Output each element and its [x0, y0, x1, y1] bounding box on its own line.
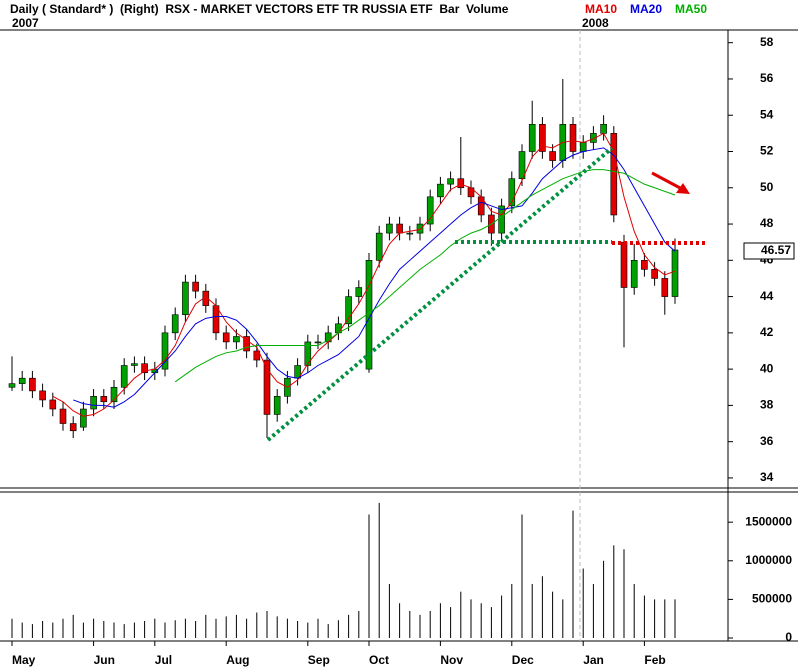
- candle-body: [161, 332, 169, 370]
- candle-body: [549, 151, 556, 161]
- chart-header: Daily ( Standard* ) (Right) RSX - MARKET…: [10, 2, 509, 16]
- candle-body: [253, 350, 261, 361]
- y-tick-label: 1500000: [745, 514, 792, 528]
- y-tick-label: 48: [760, 216, 774, 230]
- candle-body: [273, 396, 281, 415]
- y-tick-label: 1000000: [745, 553, 792, 567]
- y-tick-label: 0: [785, 630, 792, 644]
- candle-body: [457, 178, 465, 189]
- candle-body: [375, 232, 383, 261]
- y-tick-label: 56: [760, 71, 774, 85]
- y-tick-label: 50: [760, 180, 774, 194]
- candle-body: [426, 196, 434, 225]
- candle-body: [641, 260, 648, 270]
- candle-body: [579, 142, 587, 152]
- candle-body: [182, 281, 189, 316]
- y-tick-label: 52: [760, 144, 774, 158]
- candle-body: [222, 332, 230, 343]
- x-tick-label: Jan: [583, 653, 604, 667]
- candle-body: [90, 396, 97, 410]
- candle-body: [59, 408, 67, 424]
- legend-ma50: MA50: [675, 2, 707, 16]
- candle-body: [69, 423, 77, 432]
- candle-body: [447, 178, 454, 185]
- candle-body: [110, 386, 118, 403]
- candle-body: [630, 260, 638, 288]
- candle-body: [8, 383, 16, 388]
- y-tick-label: 36: [760, 434, 774, 448]
- y-tick-label: 42: [760, 325, 774, 339]
- candle-body: [233, 336, 240, 343]
- candle-body: [355, 287, 363, 297]
- y-tick-label: 40: [760, 361, 774, 375]
- candle-body: [590, 133, 597, 143]
- candle-body: [314, 341, 322, 344]
- y-tick-label: 44: [760, 289, 774, 303]
- ma-line: [52, 132, 676, 417]
- candle-body: [100, 396, 108, 403]
- x-tick-label: Nov: [440, 653, 463, 667]
- ma-line: [174, 169, 676, 383]
- candle-body: [80, 408, 87, 428]
- candle-body: [539, 124, 546, 152]
- candle-body: [192, 281, 199, 292]
- candle-body: [437, 183, 444, 198]
- candle-body: [141, 363, 148, 374]
- candle-body: [661, 278, 669, 297]
- candle-body: [263, 359, 271, 415]
- y-tick-label: 38: [760, 398, 774, 412]
- candle-body: [304, 341, 312, 366]
- last-price-box: [743, 242, 795, 260]
- candle-body: [18, 377, 26, 384]
- y-tick-label: 54: [760, 107, 774, 121]
- year-label: 2007: [12, 16, 39, 30]
- candle-body: [518, 151, 526, 180]
- candle-body: [386, 223, 393, 234]
- candle-body: [651, 269, 658, 279]
- x-tick-label: Jun: [94, 653, 115, 667]
- candle-body: [416, 223, 424, 234]
- year-label: 2008: [582, 16, 609, 30]
- y-tick-label: 34: [760, 470, 774, 484]
- candle-body: [600, 124, 607, 134]
- x-tick-label: Feb: [644, 653, 665, 667]
- candle-body: [528, 124, 536, 152]
- candle-body: [29, 377, 36, 392]
- candle-body: [49, 399, 57, 410]
- candle-body: [396, 223, 403, 234]
- candle-body: [406, 232, 414, 235]
- arrow: [651, 171, 683, 191]
- x-tick-label: May: [12, 653, 36, 667]
- candle-body: [131, 363, 138, 366]
- legend-ma20: MA20: [630, 2, 662, 16]
- candle-body: [569, 124, 577, 152]
- x-tick-label: Jul: [155, 653, 172, 667]
- last-price-label: 46.57: [761, 243, 791, 257]
- candle-body: [243, 336, 250, 352]
- arrow-head: [676, 183, 690, 194]
- candle-body: [39, 390, 46, 401]
- candle-body: [345, 296, 352, 325]
- candle-body: [620, 241, 628, 288]
- candle-body: [171, 314, 179, 334]
- x-tick-label: Sep: [308, 653, 330, 667]
- y-tick-label: 58: [760, 35, 774, 49]
- legend-ma10: MA10: [585, 2, 617, 16]
- candle-body: [610, 133, 618, 216]
- x-tick-label: Dec: [512, 653, 534, 667]
- candle-body: [671, 249, 679, 297]
- candle-body: [120, 365, 128, 388]
- x-tick-label: Oct: [369, 653, 389, 667]
- y-tick-label: 500000: [752, 592, 792, 606]
- candle-body: [508, 178, 516, 207]
- x-tick-label: Aug: [226, 653, 249, 667]
